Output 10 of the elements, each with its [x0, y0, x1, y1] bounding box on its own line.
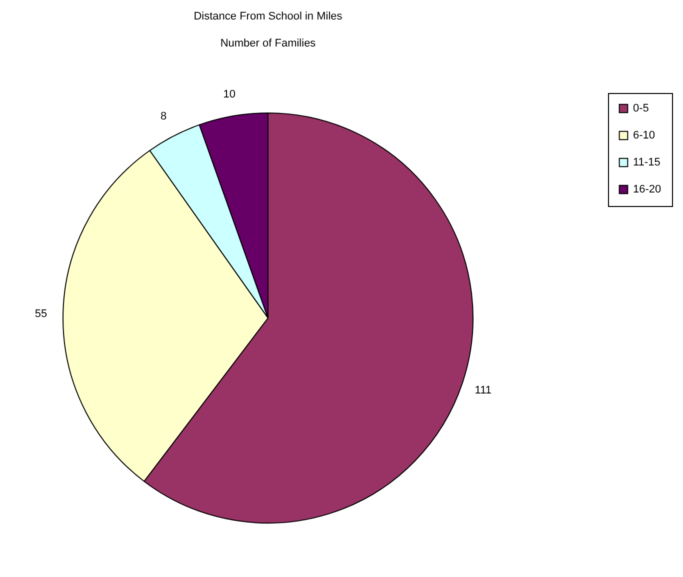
legend-label: 11-15 [633, 156, 660, 168]
data-label: 111 [474, 384, 492, 396]
chart-title: Distance From School in Miles [194, 10, 343, 22]
legend-label: 0-5 [633, 102, 649, 114]
data-label: 55 [34, 308, 48, 320]
data-label: 10 [223, 88, 236, 100]
chart-subtitle: Number of Families [220, 37, 316, 50]
legend-label: 16-20 [633, 184, 662, 196]
data-label: 8 [160, 110, 167, 122]
legend-label: 6-10 [633, 130, 656, 142]
